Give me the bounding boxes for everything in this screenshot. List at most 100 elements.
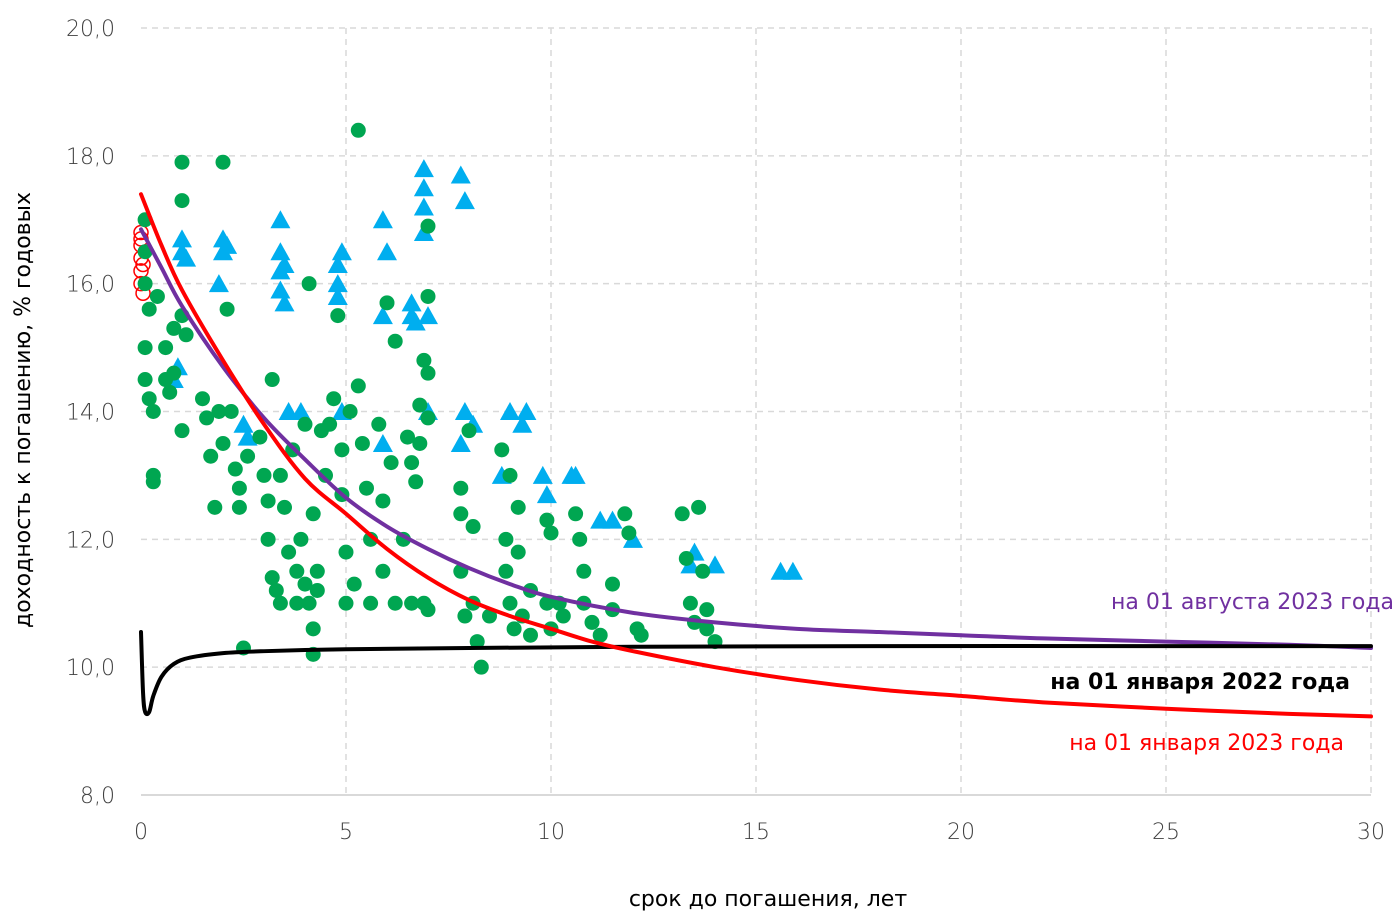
blue-triangle-point [372, 306, 393, 325]
blue-triangle-point [450, 165, 471, 184]
green-point [482, 608, 497, 624]
green-point [338, 595, 354, 611]
green-point [412, 435, 428, 451]
green-point [510, 544, 526, 560]
curve-jan-2022 [139, 630, 1373, 717]
green-point [465, 519, 481, 535]
fitted-curves [139, 192, 1373, 719]
x-tick-label: 0 [134, 820, 148, 845]
blue-triangle-point [270, 210, 291, 229]
blue-triangle-point [532, 465, 553, 484]
green-point [375, 493, 391, 509]
green-point [264, 570, 280, 586]
green-point [699, 602, 715, 618]
green-point [383, 455, 399, 471]
green-point [346, 576, 362, 592]
green-point [141, 391, 157, 407]
y-tick-label: 14,0 [66, 401, 115, 426]
x-tick-label: 20 [947, 820, 975, 845]
green-point [309, 582, 325, 598]
green-point [387, 333, 403, 349]
axis-ticks: 8,0 10,0 12,0 14,0 16,0 18,0 20,0 0 5 10 15 20 25 30 [66, 17, 1385, 845]
green-point [568, 506, 584, 522]
green-point [682, 595, 698, 611]
y-tick-label: 12,0 [66, 528, 115, 553]
blue-triangle-point [454, 191, 475, 210]
blue-triangle-point [450, 433, 471, 452]
blue-triangle-point [327, 274, 348, 293]
green-point [178, 327, 194, 343]
green-point [260, 531, 276, 547]
green-point [506, 621, 522, 637]
y-tick-label: 10,0 [66, 656, 115, 681]
blue-triangle-point [172, 229, 192, 248]
green-point [379, 295, 395, 311]
green-point [305, 621, 321, 637]
green-point [342, 404, 358, 419]
green-point [617, 506, 633, 522]
green-point [166, 365, 182, 381]
blue-triangle-point [270, 280, 291, 299]
curve-jan-2023 [139, 192, 1373, 719]
green-point [252, 429, 268, 445]
y-tick-label: 16,0 [66, 273, 115, 298]
blue-triangle-point [413, 197, 434, 216]
green-point [272, 467, 288, 483]
blue-triangle-point [500, 402, 520, 420]
green-point [350, 122, 366, 138]
green-point [158, 340, 174, 356]
blue-triangle-point [372, 210, 393, 229]
green-point [199, 410, 215, 426]
green-point [453, 506, 469, 522]
green-point [674, 506, 690, 522]
blue-triangle-point [233, 414, 254, 433]
green-point [289, 595, 305, 611]
green-point [322, 416, 338, 432]
green-point [473, 659, 489, 675]
green-point [137, 276, 153, 292]
green-point [510, 499, 526, 515]
green-point [301, 595, 317, 611]
blue-triangle-point [208, 274, 229, 293]
green-point [174, 154, 190, 170]
green-point [498, 531, 514, 547]
green-point [523, 627, 538, 643]
green-point [420, 218, 436, 234]
green-point [166, 320, 182, 336]
green-point [207, 499, 223, 515]
green-point [215, 154, 231, 170]
green-point [354, 435, 370, 451]
green-point [400, 429, 415, 445]
green-point [318, 467, 333, 483]
x-tick-label: 25 [1152, 820, 1180, 845]
green-point [231, 499, 247, 515]
green-point [387, 595, 403, 611]
green-point [174, 193, 190, 209]
green-point [498, 563, 514, 579]
green-point [408, 474, 424, 490]
green-point [137, 340, 153, 356]
green-point [543, 525, 559, 541]
green-point [195, 391, 210, 407]
x-tick-label: 30 [1357, 820, 1385, 845]
blue-triangle-point [782, 561, 803, 580]
green-point [469, 634, 485, 650]
grid-lines [141, 27, 1372, 796]
blue-triangle-point [401, 293, 422, 312]
green-point [555, 608, 571, 624]
green-point [256, 467, 272, 483]
green-point [297, 576, 313, 592]
blue-triangle-point [418, 306, 438, 325]
y-tick-label: 8,0 [80, 784, 115, 809]
green-point [260, 493, 276, 509]
blue-triangle-point [602, 510, 623, 529]
curve-label-aug-2023: на 01 августа 2023 года [1111, 590, 1394, 615]
green-point [420, 288, 436, 304]
green-point [334, 442, 350, 458]
green-point [293, 531, 309, 547]
blue-triangle-point [217, 235, 238, 254]
curve-label-jan-2023: на 01 января 2023 года [1069, 731, 1344, 756]
blue-triangle-point [237, 427, 258, 446]
green-point [375, 563, 391, 579]
green-point [297, 416, 313, 432]
